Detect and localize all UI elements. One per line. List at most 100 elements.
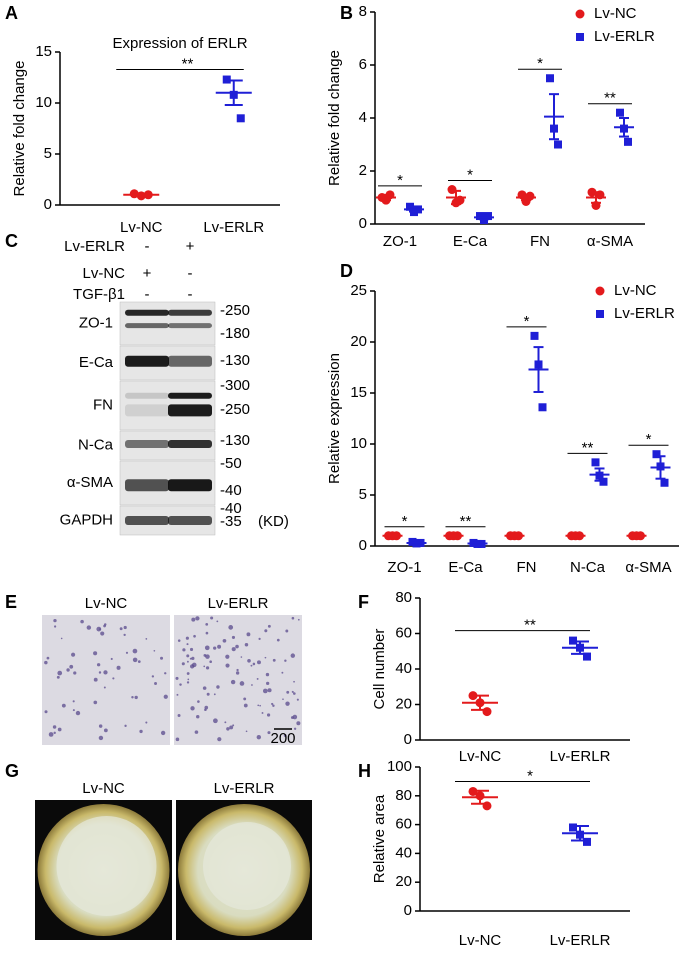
significance-label: *	[402, 513, 408, 530]
blot-band	[125, 392, 169, 399]
cell	[185, 636, 189, 640]
blot-protein: α-SMA	[67, 474, 113, 491]
cell	[53, 618, 57, 623]
chart-title: Expression of ERLR	[112, 35, 247, 52]
cell	[240, 656, 243, 658]
blot-protein: N-Ca	[78, 436, 114, 453]
blot-lane-mark: -	[145, 286, 150, 303]
panel-label: F	[358, 592, 369, 612]
significance-label: **	[182, 56, 194, 73]
cell	[246, 632, 251, 637]
cell	[186, 654, 190, 658]
cell	[177, 639, 181, 642]
cell	[48, 732, 54, 737]
y-tick-label: 25	[350, 282, 367, 299]
blot-protein: FN	[93, 396, 113, 413]
cell	[72, 709, 75, 712]
cell	[137, 660, 141, 663]
cell	[103, 624, 106, 628]
cell	[216, 620, 219, 623]
cell	[266, 681, 270, 686]
y-axis-label: Relative fold change	[11, 61, 28, 197]
data-point	[583, 837, 591, 846]
cell	[175, 676, 179, 680]
cell	[256, 677, 259, 680]
significance-label: **	[582, 439, 594, 456]
blot-lane-mark: +	[143, 265, 152, 282]
blot-band	[125, 309, 169, 316]
cell	[71, 652, 76, 657]
cell	[124, 724, 127, 727]
cell	[203, 665, 206, 668]
cell	[176, 693, 179, 696]
cell	[239, 681, 245, 686]
cell	[193, 634, 196, 638]
cell	[216, 685, 220, 689]
scale-label: 200	[270, 730, 295, 747]
cell	[131, 696, 134, 699]
cell	[134, 695, 138, 700]
cell	[206, 692, 210, 696]
x-tick-label: Lv-ERLR	[203, 219, 264, 236]
micrograph	[42, 615, 170, 745]
data-point	[591, 458, 600, 467]
y-tick-label: 40	[395, 844, 412, 861]
cell	[54, 625, 57, 628]
cell	[245, 730, 248, 733]
cell	[177, 713, 181, 717]
cell	[186, 672, 190, 675]
significance-label: *	[524, 313, 530, 330]
cell	[204, 645, 210, 651]
cell	[189, 657, 192, 660]
cell	[291, 616, 295, 620]
y-tick-label: 80	[395, 589, 412, 606]
blot-band	[168, 440, 212, 449]
cell	[293, 680, 295, 683]
x-tick-label: Lv-NC	[120, 219, 163, 236]
cell	[160, 656, 164, 660]
blot-band	[125, 516, 169, 525]
panel-label: H	[358, 761, 371, 781]
y-tick-label: 5	[44, 145, 52, 162]
cell	[276, 638, 280, 642]
cell	[151, 675, 155, 678]
significance-label: **	[604, 90, 616, 107]
cell	[145, 721, 148, 724]
blot-band	[168, 392, 212, 399]
blot-band	[125, 440, 169, 449]
y-tick-label: 6	[359, 56, 367, 73]
cell	[225, 654, 230, 659]
y-tick-label: 0	[44, 196, 52, 213]
x-tick-label: Lv-ERLR	[550, 932, 611, 949]
cell	[217, 644, 222, 649]
cell	[202, 686, 207, 690]
cell	[292, 714, 298, 720]
y-tick-label: 0	[359, 537, 367, 554]
cell	[243, 703, 248, 708]
cell	[250, 664, 253, 667]
cell	[72, 700, 75, 703]
blot-band	[125, 323, 169, 329]
blot-mw: -35	[220, 513, 242, 530]
cell	[282, 698, 284, 700]
x-tick-label: Lv-NC	[459, 932, 502, 949]
cell	[213, 646, 217, 650]
cell	[256, 660, 261, 665]
cell	[44, 660, 48, 665]
cell	[283, 734, 287, 737]
cell	[125, 651, 129, 654]
cell	[123, 633, 126, 637]
y-tick-label: 60	[395, 816, 412, 833]
cell	[266, 713, 271, 717]
x-tick-label: N-Ca	[570, 559, 606, 576]
cell	[163, 694, 168, 699]
cell	[96, 626, 102, 632]
cell	[110, 657, 113, 661]
cell	[261, 712, 264, 714]
cell	[229, 725, 234, 730]
cell	[235, 644, 239, 649]
cell	[244, 642, 249, 647]
cell	[267, 624, 271, 628]
data-point	[569, 823, 577, 832]
